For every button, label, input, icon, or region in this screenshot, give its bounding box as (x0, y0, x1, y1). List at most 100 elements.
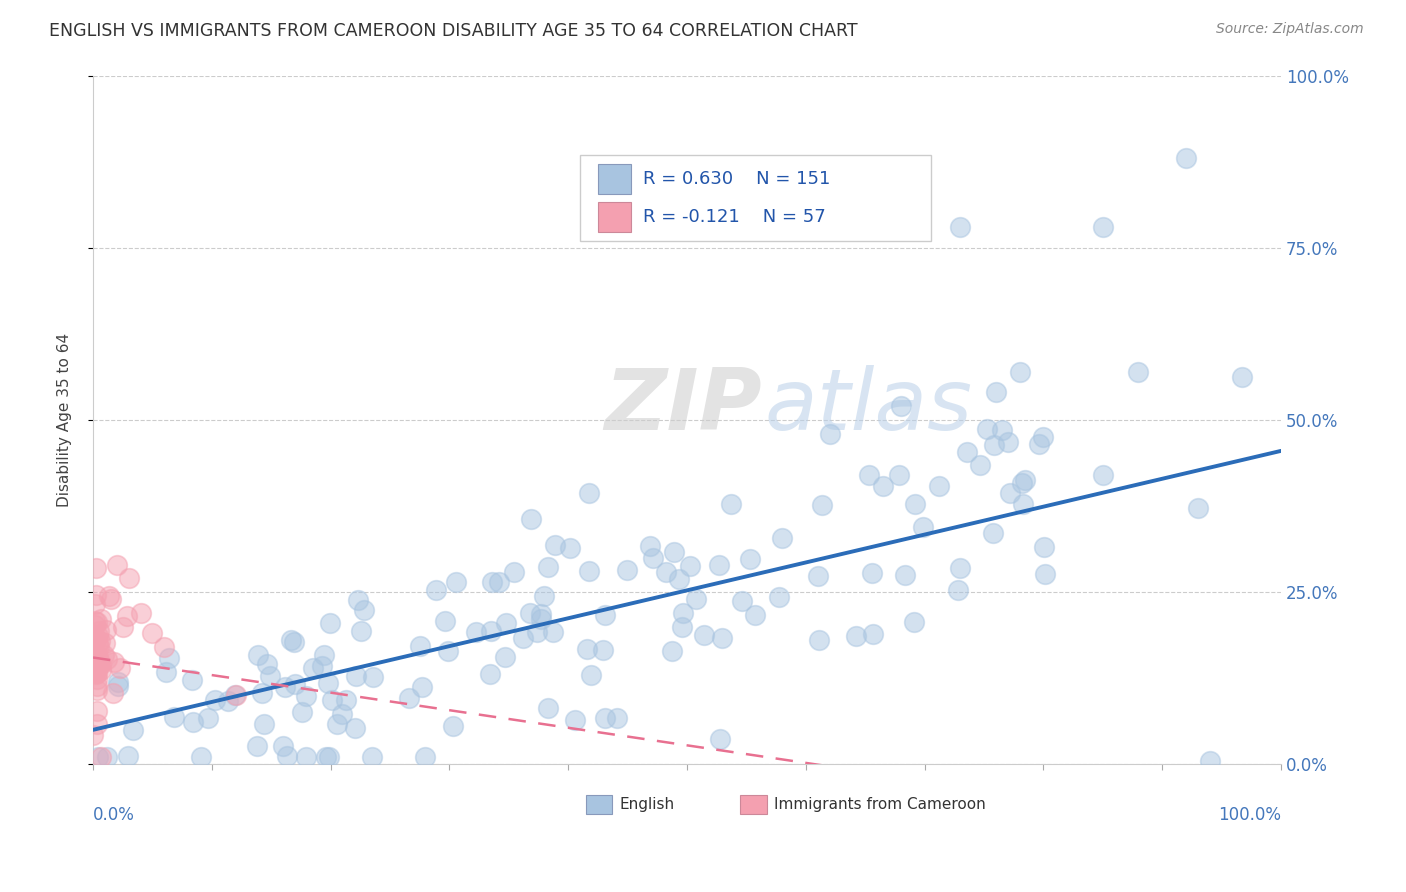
Point (1014, 473, 1036, 487)
Point (1032, 430, 1054, 444)
Point (84, 662, 107, 676)
Point (488, 574, 510, 589)
Point (90, 663, 112, 677)
Point (1230, 370, 1253, 384)
Point (82, 728, 104, 742)
Point (84, 665, 107, 679)
FancyBboxPatch shape (586, 795, 612, 814)
Point (593, 607, 616, 622)
Point (273, 739, 295, 753)
Point (96, 750, 118, 764)
Point (86, 683, 108, 698)
Point (543, 538, 565, 552)
Point (512, 632, 534, 646)
Point (530, 607, 553, 621)
Point (720, 497, 742, 511)
Point (118, 571, 141, 585)
Point (1128, 365, 1150, 379)
Point (90, 749, 112, 764)
Point (217, 693, 239, 707)
Point (163, 710, 186, 724)
Point (276, 749, 298, 764)
Point (86, 629, 108, 643)
Point (86, 704, 108, 718)
Point (332, 707, 354, 722)
Point (181, 715, 204, 730)
Point (311, 658, 333, 673)
Point (808, 632, 831, 647)
Point (679, 558, 702, 573)
Point (129, 606, 152, 620)
Point (928, 478, 950, 492)
FancyBboxPatch shape (581, 154, 931, 241)
Point (87, 750, 110, 764)
Point (246, 648, 269, 662)
Point (82, 638, 104, 652)
Point (321, 693, 343, 707)
Point (108, 661, 131, 675)
Point (155, 665, 177, 679)
Point (441, 719, 464, 733)
Point (180, 673, 202, 687)
Point (107, 679, 129, 693)
FancyBboxPatch shape (598, 163, 631, 194)
Point (479, 624, 502, 639)
Point (83, 597, 105, 611)
Point (984, 384, 1007, 399)
Point (744, 608, 766, 623)
Point (845, 629, 868, 643)
Point (890, 399, 912, 413)
Point (225, 689, 247, 703)
Point (494, 650, 516, 665)
Point (672, 606, 695, 620)
Point (344, 668, 367, 682)
FancyBboxPatch shape (741, 795, 766, 814)
Point (444, 574, 467, 589)
Text: 100.0%: 100.0% (1218, 805, 1281, 823)
Text: atlas: atlas (765, 365, 972, 448)
Point (103, 655, 125, 669)
Point (246, 739, 269, 753)
Point (579, 668, 602, 682)
Point (662, 545, 685, 559)
Point (190, 750, 212, 764)
Point (350, 624, 373, 638)
Point (84, 617, 107, 632)
Point (616, 563, 638, 577)
Point (83, 657, 105, 672)
Point (315, 750, 337, 764)
Point (668, 572, 690, 586)
Point (107, 674, 129, 689)
Point (87, 624, 110, 639)
Point (157, 650, 180, 665)
Point (153, 640, 176, 655)
Point (87, 648, 110, 663)
Text: 0.0%: 0.0% (93, 805, 135, 823)
Point (862, 627, 884, 641)
Point (1091, 220, 1114, 235)
Point (655, 565, 678, 579)
Text: Immigrants from Cameroon: Immigrants from Cameroon (773, 797, 986, 812)
Point (409, 639, 432, 653)
Text: English: English (619, 797, 675, 812)
Point (83, 664, 105, 678)
Point (503, 565, 526, 579)
Point (949, 560, 972, 574)
Point (606, 711, 628, 725)
Point (536, 559, 558, 574)
Point (93, 636, 115, 650)
Point (519, 607, 541, 621)
Point (481, 574, 503, 589)
Point (204, 693, 226, 707)
Point (250, 686, 273, 700)
Point (912, 520, 935, 534)
Text: ENGLISH VS IMMIGRANTS FROM CAMEROON DISABILITY AGE 35 TO 64 CORRELATION CHART: ENGLISH VS IMMIGRANTS FROM CAMEROON DISA… (49, 22, 858, 40)
Point (526, 625, 548, 640)
Text: R = -0.121    N = 57: R = -0.121 N = 57 (643, 208, 825, 226)
Text: Source: ZipAtlas.com: Source: ZipAtlas.com (1216, 22, 1364, 37)
Point (969, 458, 991, 472)
Point (638, 539, 661, 553)
Point (740, 552, 762, 566)
Y-axis label: Disability Age 35 to 64: Disability Age 35 to 64 (58, 333, 72, 507)
Point (768, 590, 790, 604)
